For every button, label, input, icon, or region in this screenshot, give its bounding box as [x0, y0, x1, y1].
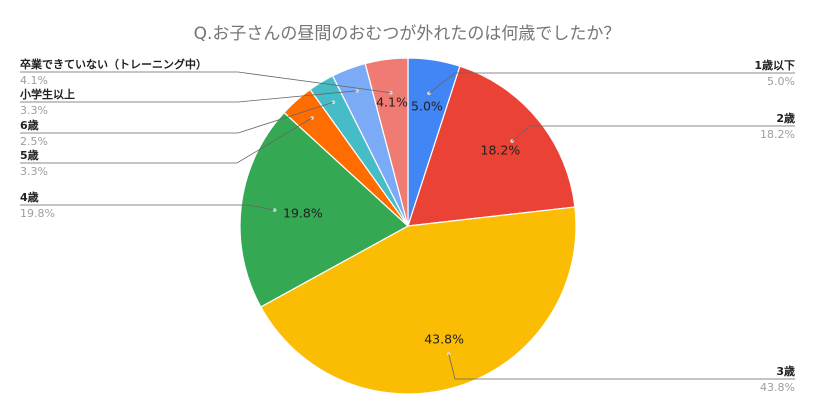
slice-percent-label: 5.0% [411, 99, 443, 114]
pie-slice [364, 57, 409, 227]
legend-value: 19.8% [20, 207, 55, 220]
legend-value: 43.8% [760, 381, 795, 394]
slice-percent-label: 19.8% [283, 205, 323, 220]
legend-label: 小学生以上 [19, 87, 75, 101]
leader-line [20, 117, 313, 164]
legend-label: 5歳 [20, 148, 39, 162]
legend-label: 2歳 [776, 111, 795, 125]
leader-line [20, 101, 334, 134]
pie-slice [259, 206, 577, 395]
slice-percent-label: 4.1% [376, 95, 408, 110]
legend-label: 6歳 [20, 118, 39, 132]
pie-slice [239, 111, 410, 308]
leader-line [428, 72, 795, 94]
legend-label: 卒業できていない（トレーニング中） [20, 57, 207, 71]
leader-dot [272, 208, 277, 212]
slice-percent-label: 18.2% [481, 143, 521, 158]
legend-value: 5.0% [767, 75, 795, 88]
legend-value: 18.2% [760, 128, 795, 141]
legend-value: 3.3% [20, 165, 48, 178]
pie-slices [239, 57, 577, 395]
legend-label: 4歳 [20, 190, 39, 204]
slice-percent-label: 43.8% [424, 332, 464, 347]
leader-line [448, 354, 795, 380]
chart-title: Q.お子さんの昼間のおむつが外れたのは何歳でしたか？ [194, 24, 621, 44]
slice-callouts: 1歳以下5.0%2歳18.2%3歳43.8%4歳19.8%5歳3.3%6歳2.5… [19, 57, 795, 394]
slice-inner-labels: 5.0% 18.2% 43.8% 19.8% 4.1% [283, 95, 520, 347]
leader-dot [355, 89, 359, 93]
legend-value: 4.1% [20, 74, 48, 87]
leader-line [511, 125, 795, 142]
leader-line [20, 71, 391, 94]
leader-line [20, 204, 275, 211]
leader-line [20, 90, 357, 103]
legend-label: 3歳 [776, 364, 795, 378]
leader-dot [310, 116, 314, 120]
legend-label: 1歳以下 [754, 58, 795, 72]
legend-value: 2.5% [20, 135, 48, 148]
legend-value: 3.3% [20, 104, 48, 117]
